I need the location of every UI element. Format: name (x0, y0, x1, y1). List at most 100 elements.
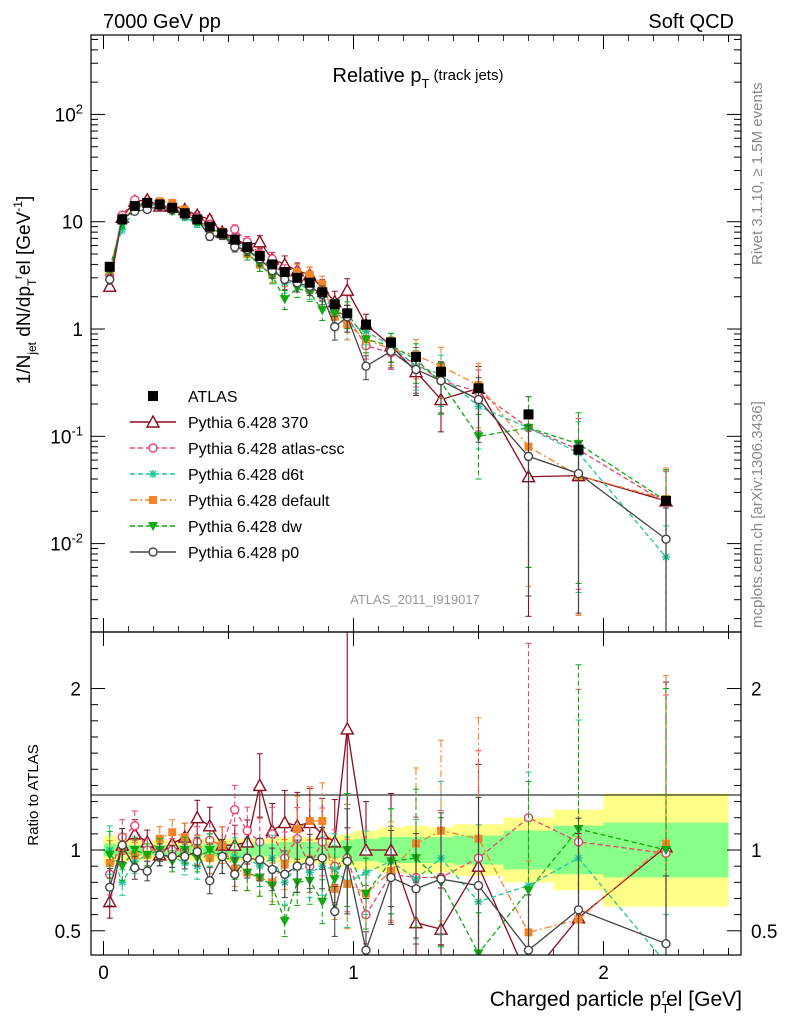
series-ATLAS (104, 197, 671, 506)
header-right: Soft QCD (648, 11, 734, 33)
legend-item-d6t: Pythia 6.428 d6t (130, 467, 304, 484)
point-ATLAS (129, 201, 140, 212)
ratio-point-p0 (130, 863, 140, 873)
point-ATLAS (573, 444, 584, 455)
point-dw (361, 335, 371, 345)
ratio-point-dw (204, 846, 215, 856)
ratio-point-dw (142, 850, 153, 860)
ratio-point-dw (523, 886, 534, 896)
ratio-point-p0 (317, 853, 327, 863)
x-tick-label: 1 (348, 963, 359, 984)
point-ATLAS (229, 234, 240, 245)
legend: ATLAS Pythia 6.428 370 Pythia 6.428 atlas-… (130, 389, 345, 562)
point-ATLAS (204, 221, 215, 232)
x-axis-label: Charged particle pTrel [GeV] (490, 986, 742, 1016)
point-ATLAS (104, 261, 115, 272)
point-ATLAS (142, 197, 153, 208)
legend-marker-default (149, 496, 157, 504)
watermark: ATLAS_2011_I919017 (350, 592, 480, 607)
ratio-frame (90, 631, 742, 956)
point-default (305, 270, 314, 279)
legend-label-atlascsc: Pythia 6.428 atlas-csc (188, 441, 345, 458)
ratio-y-label: Ratio to ATLAS (25, 744, 42, 845)
point-ATLAS (242, 242, 253, 253)
legend-item-atlascsc: Pythia 6.428 atlas-csc (130, 441, 345, 458)
ratio-point-dw (361, 889, 371, 899)
point-ATLAS (254, 250, 265, 261)
y-tick-label-main: 10 (62, 213, 83, 234)
point-ATLAS (436, 366, 446, 377)
ratio-point-default (293, 825, 302, 834)
legend-label-d6t: Pythia 6.428 d6t (188, 467, 304, 484)
ratio-point-atlascsc (130, 821, 140, 831)
main-frame (90, 34, 742, 633)
ratio-point-dw (329, 875, 340, 885)
ratio-point-p0 (205, 876, 215, 886)
point-dw (329, 309, 340, 319)
ratio-point-p0 (167, 851, 177, 862)
y-tick-label-ratio-right: 0.5 (751, 922, 777, 943)
ratio-point-p0 (361, 945, 371, 955)
point-ATLAS (329, 299, 340, 310)
ratio-point-p370 (252, 777, 267, 792)
ratio-line-default (109, 820, 667, 934)
ratio-point-p0 (267, 864, 277, 875)
ratio-point-p370 (523, 973, 535, 984)
legend-label-p370: Pythia 6.428 370 (188, 415, 308, 432)
ratio-point-p0 (230, 869, 240, 879)
ratio-point-p370 (277, 815, 292, 829)
ratio-series-layer (102, 632, 674, 984)
point-ATLAS (167, 202, 178, 213)
ratio-point-p0 (473, 880, 484, 891)
ratio-point-dw (317, 897, 328, 907)
point-ATLAS (386, 337, 396, 348)
point-ATLAS (523, 409, 534, 420)
ratio-point-dw (104, 850, 115, 860)
ratio-series-p0 (105, 796, 671, 955)
ratio-point-p0 (217, 851, 227, 862)
side-text-top: Rivet 3.1.10, ≥ 1.5M events (749, 83, 766, 266)
point-p0 (105, 274, 115, 285)
series-line-default (109, 200, 667, 500)
ratio-point-default (105, 858, 114, 867)
point-ATLAS (304, 277, 315, 288)
legend-marker-ATLAS (148, 391, 158, 401)
ratio-point-dw (279, 917, 290, 927)
legend-label-p0: Pythia 6.428 p0 (188, 545, 299, 562)
y-tick-label-ratio-right: 2 (751, 680, 762, 701)
ratio-point-p0 (192, 846, 202, 857)
x-tick-label: 0 (98, 963, 109, 984)
ratio-point-p0 (411, 884, 421, 894)
point-p0 (573, 468, 584, 479)
legend-label-default: Pythia 6.428 default (188, 493, 330, 510)
side-text-bottom: mcplots.cern.ch [arXiv:1306.3436] (749, 401, 766, 628)
point-p0 (330, 322, 340, 332)
point-atlascsc (230, 224, 240, 234)
point-ATLAS (473, 383, 484, 394)
ratio-point-p0 (661, 938, 671, 949)
svg-text:Charged particle pTrel [GeV]: Charged particle pTrel [GeV] (490, 986, 742, 1016)
ratio-point-p0 (292, 861, 302, 871)
point-ATLAS (267, 259, 278, 270)
ratio-point-default (168, 828, 177, 837)
point-ATLAS (179, 208, 190, 219)
series-p370 (102, 192, 674, 633)
y-tick-label-main: 10-1 (50, 423, 83, 448)
plot-title-main: Relative p (333, 65, 422, 87)
legend-marker-dw (148, 522, 158, 531)
ratio-point-p0 (255, 855, 265, 865)
legend-marker-d6t (149, 470, 157, 478)
point-p0 (436, 375, 446, 386)
ratio-point-atlascsc (242, 825, 252, 836)
point-ATLAS (411, 351, 421, 362)
ratio-point-p0 (436, 874, 446, 884)
plot-title: Relative pT (track jets) (333, 65, 504, 91)
point-p0 (205, 231, 215, 242)
point-p0 (661, 534, 671, 544)
ratio-point-dw (129, 846, 140, 856)
y-axis-label-main: 1/Njet dN/dpTrel [GeV-1] (11, 196, 39, 384)
x-tick-label: 2 (598, 963, 609, 984)
y-tick-label-ratio-right: 1 (751, 841, 762, 862)
y-tick-label-ratio: 0.5 (55, 922, 81, 943)
ratio-point-p0 (242, 853, 252, 863)
